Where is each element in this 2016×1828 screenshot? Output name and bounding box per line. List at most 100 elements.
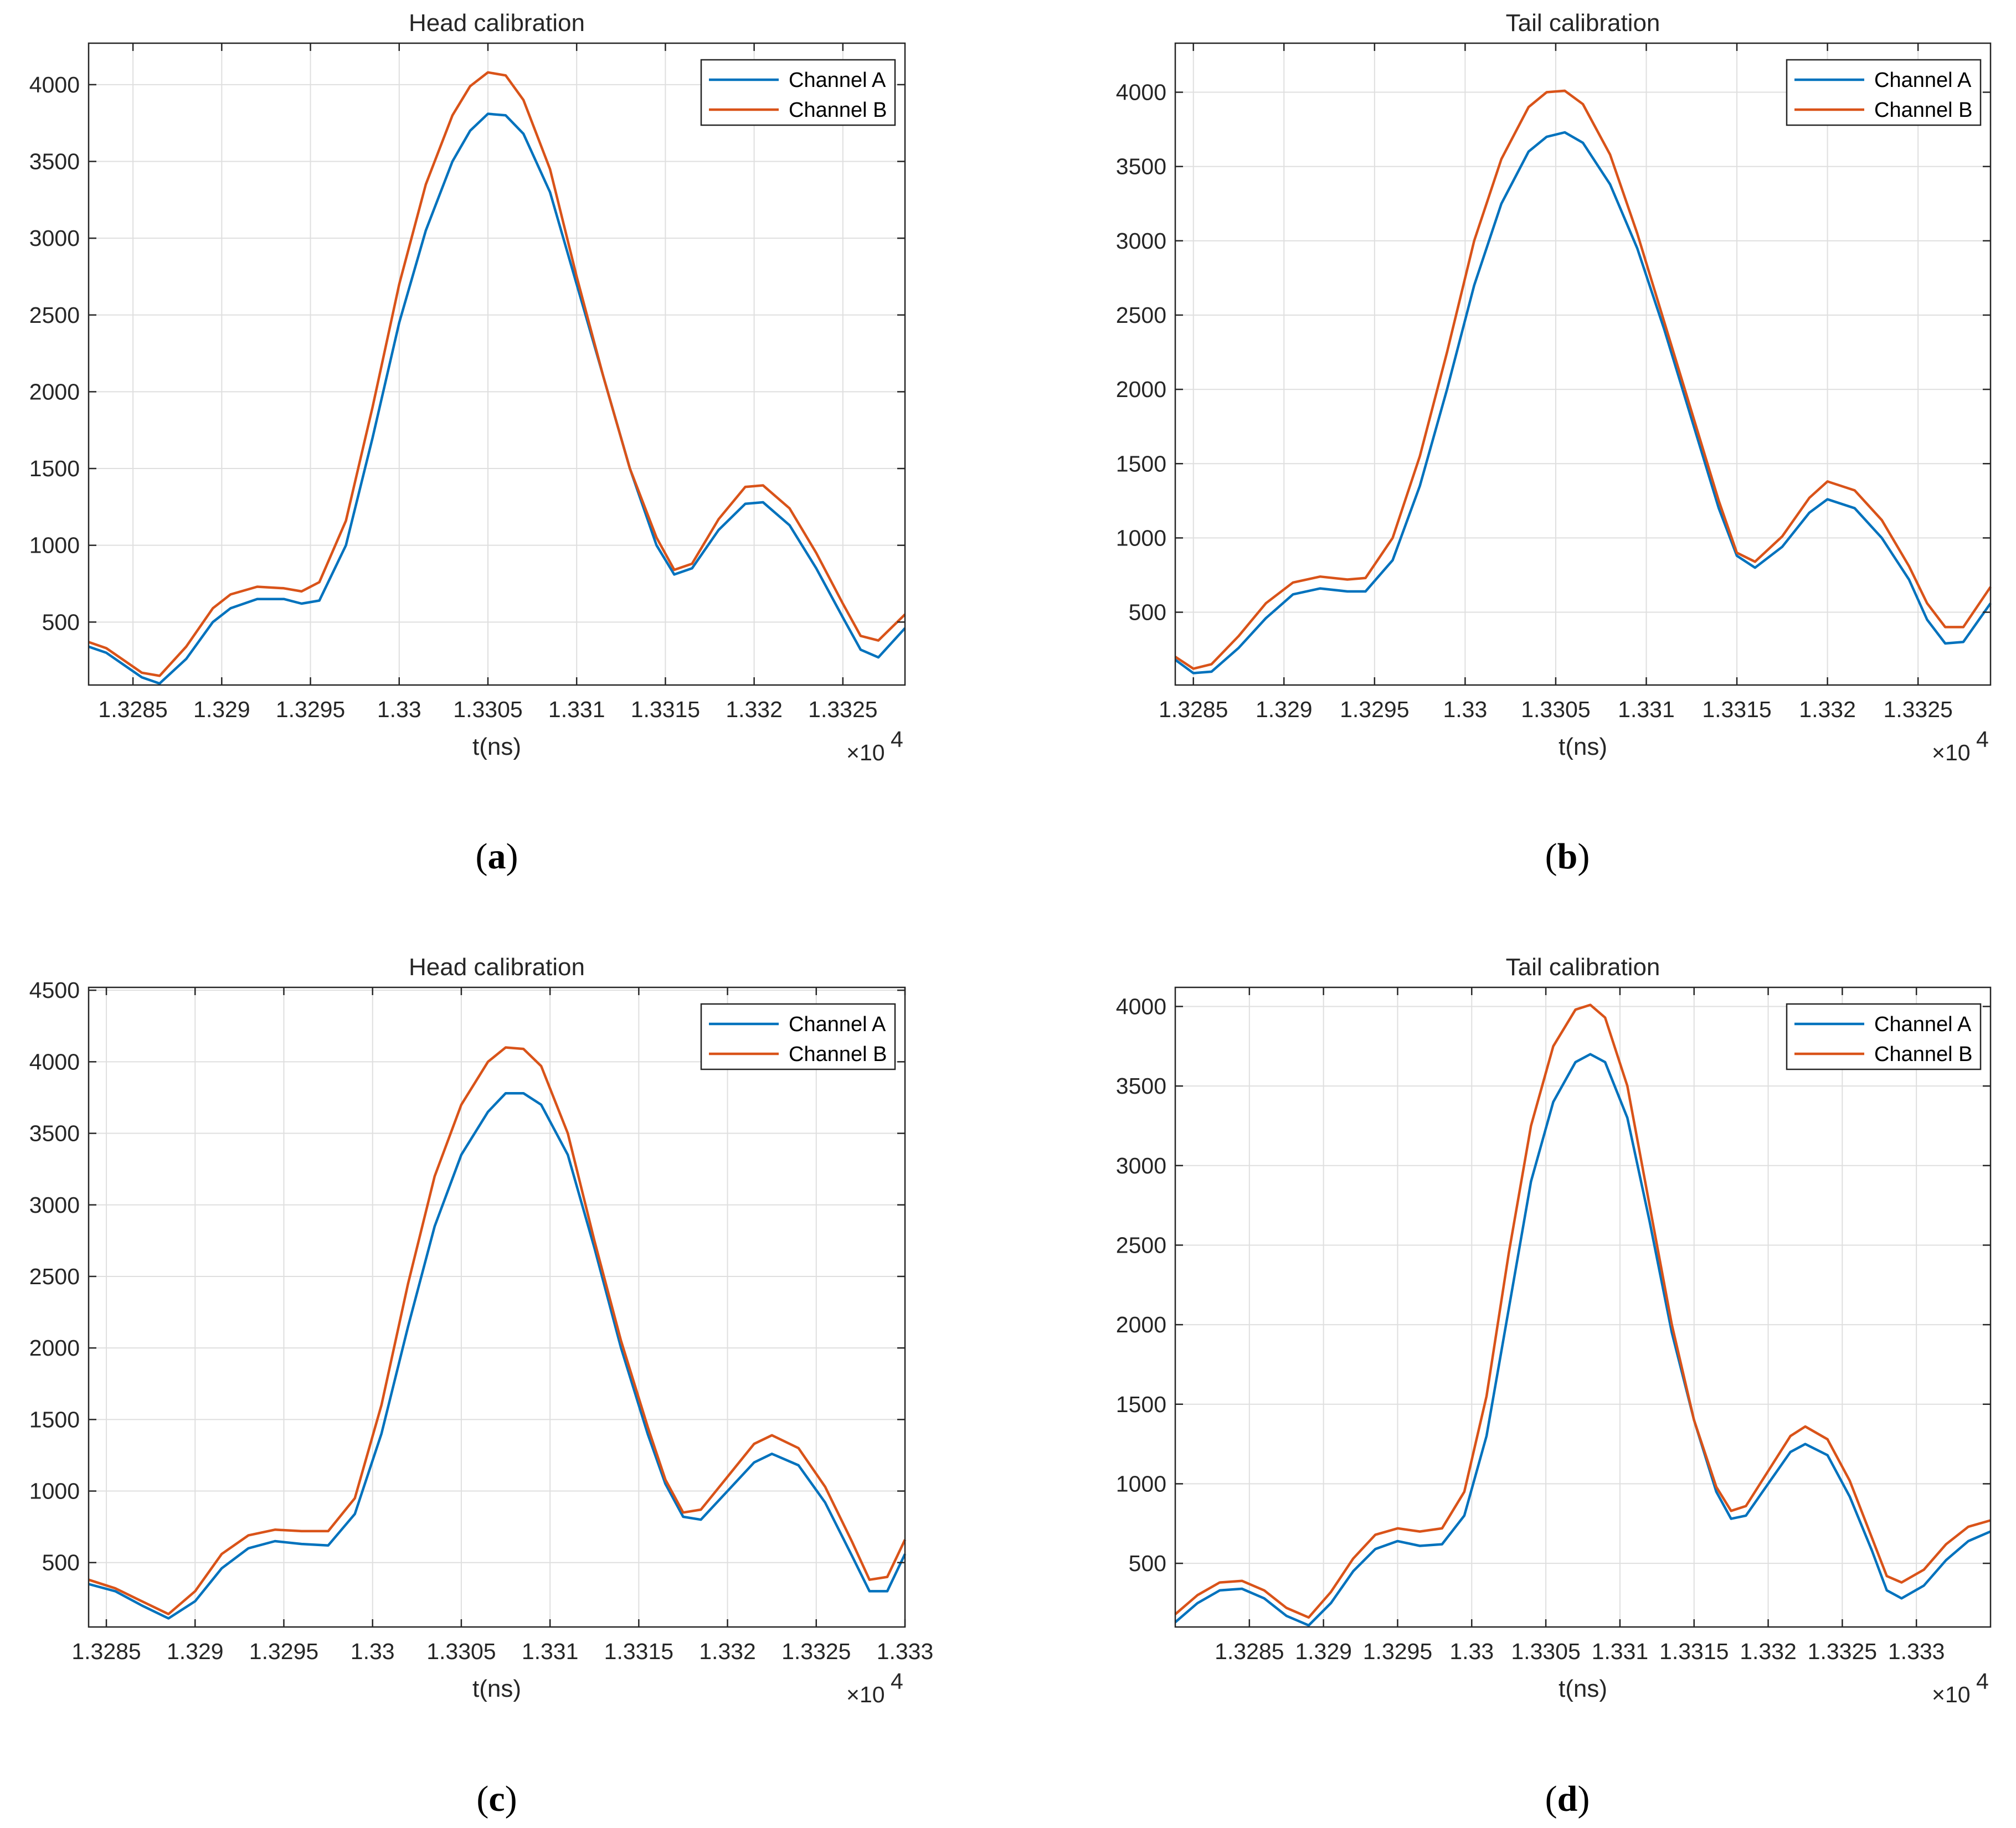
x-exponent-label: ×10 xyxy=(846,740,885,765)
x-tick-label: 1.3325 xyxy=(808,697,877,722)
y-tick-label: 2500 xyxy=(1116,302,1166,328)
x-tick-label: 1.3325 xyxy=(1883,697,1952,722)
y-tick-label: 3000 xyxy=(29,1192,80,1218)
y-tick-label: 3000 xyxy=(29,225,80,251)
series-line-channel-a xyxy=(88,112,906,685)
x-tick-label: 1.3305 xyxy=(453,697,522,722)
y-tick-label: 3000 xyxy=(1116,1153,1166,1178)
legend-box xyxy=(1786,1003,1982,1070)
x-tick-label: 1.3285 xyxy=(98,697,167,722)
axes-box xyxy=(88,986,906,1628)
y-tick-label: 2500 xyxy=(29,302,80,328)
legend: Channel A Channel B xyxy=(700,59,896,126)
y-tick-label: 4000 xyxy=(29,72,80,97)
y-tick-label: 4500 xyxy=(29,977,80,1003)
panel-label-close: ) xyxy=(1577,1779,1590,1819)
y-tick-label: 1000 xyxy=(29,533,80,558)
legend-box xyxy=(700,1003,896,1070)
panel-label-open: ( xyxy=(476,1779,488,1819)
x-tick-label: 1.33 xyxy=(377,697,421,722)
x-tick-label: 1.3295 xyxy=(249,1639,318,1664)
x-axis-label: t(ns) xyxy=(1559,733,1607,760)
plot-title: Head calibration xyxy=(409,954,585,981)
x-tick-label: 1.331 xyxy=(548,697,605,722)
x-exponent-power: 4 xyxy=(891,727,903,752)
x-tick-label: 1.3315 xyxy=(1659,1639,1729,1664)
panel-label-open: ( xyxy=(1545,836,1557,877)
x-tick-label: 1.333 xyxy=(1888,1639,1945,1664)
y-tick-label: 500 xyxy=(1129,600,1166,625)
y-tick-label: 2000 xyxy=(1116,1312,1166,1337)
x-tick-label: 1.329 xyxy=(167,1639,224,1664)
panel-label-close: ) xyxy=(1577,836,1590,877)
legend: Channel A Channel B xyxy=(1786,59,1982,126)
x-exponent-label: ×10 xyxy=(846,1682,885,1707)
x-axis-label: t(ns) xyxy=(1559,1675,1607,1702)
panel-label-letter: a xyxy=(488,836,506,877)
legend-label-channel-b: Channel B xyxy=(789,99,887,122)
chart-panel-b: 1.3285 1.329 1.3295 1.33 1.3305 1.331 1.3315 1.… xyxy=(1116,9,1992,877)
x-axis-label: t(ns) xyxy=(472,733,521,760)
x-tick-label: 1.332 xyxy=(1740,1639,1797,1664)
y-tick-label: 2500 xyxy=(29,1264,80,1289)
x-tick-label: 1.33 xyxy=(1449,1639,1494,1664)
x-tick-label: 1.3325 xyxy=(781,1639,851,1664)
plot-area xyxy=(1175,987,1991,1627)
plot-area xyxy=(1175,43,1991,685)
x-tick-label: 1.3315 xyxy=(1702,697,1771,722)
chart-panel-d: 1.3285 1.329 1.3295 1.33 1.3305 1.331 1.3315 1.… xyxy=(1116,954,1992,1819)
x-tick-label: 1.331 xyxy=(522,1639,579,1664)
x-tick-label: 1.333 xyxy=(877,1639,934,1664)
y-tick-label: 2500 xyxy=(1116,1232,1166,1258)
x-tick-label: 1.3305 xyxy=(426,1639,496,1664)
x-tick-label: 1.3315 xyxy=(604,1639,673,1664)
chart-panel-c: 1.3285 1.329 1.3295 1.33 1.3305 1.331 1.3315 1.… xyxy=(29,954,934,1819)
series-line-channel-a xyxy=(88,1091,907,1620)
plot-title: Head calibration xyxy=(409,9,585,37)
panel-label-close: ) xyxy=(506,836,518,877)
series-line-channel-b xyxy=(88,1046,907,1615)
legend-label-channel-b: Channel B xyxy=(1874,99,1972,122)
series-line-channel-b xyxy=(88,71,906,677)
panel-label: (d) xyxy=(1545,1779,1590,1819)
x-tick-label: 1.3285 xyxy=(71,1639,141,1664)
series-line-channel-a xyxy=(1174,1053,1991,1627)
panel-label-letter: d xyxy=(1557,1779,1578,1819)
series-line-channel-b xyxy=(1174,89,1992,670)
x-exponent-power: 4 xyxy=(1976,727,1989,752)
x-exponent-power: 4 xyxy=(1976,1669,1989,1694)
legend-label-channel-a: Channel A xyxy=(789,1013,886,1036)
y-tick-label: 3500 xyxy=(1116,1073,1166,1099)
legend-label-channel-a: Channel A xyxy=(1874,69,1972,92)
plot-area xyxy=(89,987,905,1627)
panel-label: (c) xyxy=(476,1779,517,1819)
panel-label-letter: b xyxy=(1557,836,1578,877)
x-tick-label: 1.331 xyxy=(1618,697,1675,722)
panel-label-open: ( xyxy=(476,836,488,877)
plot-title: Tail calibration xyxy=(1506,9,1660,37)
axes-box xyxy=(1174,986,1992,1628)
y-tick-label: 500 xyxy=(1129,1551,1166,1576)
x-tick-label: 1.33 xyxy=(351,1639,395,1664)
legend-label-channel-a: Channel A xyxy=(789,69,886,92)
x-tick-label: 1.3305 xyxy=(1511,1639,1580,1664)
y-tick-label: 1500 xyxy=(29,1407,80,1432)
x-tick-label: 1.332 xyxy=(726,697,783,722)
y-tick-label: 1500 xyxy=(1116,451,1166,476)
y-tick-label: 1500 xyxy=(29,456,80,481)
y-tick-label: 1000 xyxy=(1116,525,1166,550)
panel-label: (b) xyxy=(1545,836,1590,877)
y-tick-label: 3000 xyxy=(1116,228,1166,254)
panel-label-close: ) xyxy=(505,1779,517,1819)
chart-panel-a: 1.3285 1.329 1.3295 1.33 1.3305 1.331 1.3315 1.… xyxy=(29,9,906,877)
panel-label-letter: c xyxy=(488,1779,505,1819)
legend-box xyxy=(700,59,896,126)
y-tick-label: 3500 xyxy=(29,1121,80,1146)
y-tick-label: 1000 xyxy=(29,1479,80,1504)
y-tick-label: 2000 xyxy=(29,379,80,404)
y-tick-label: 500 xyxy=(42,1550,80,1575)
y-tick-label: 4000 xyxy=(1116,80,1166,105)
x-tick-label: 1.3315 xyxy=(631,697,700,722)
y-tick-label: 3500 xyxy=(1116,154,1166,179)
